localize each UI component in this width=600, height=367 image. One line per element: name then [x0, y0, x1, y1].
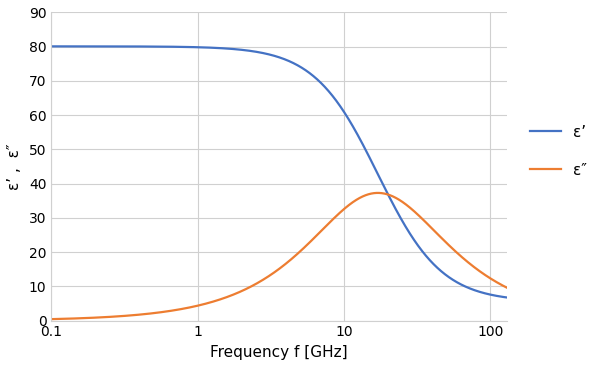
ε″ — [127, 313, 134, 317]
ε’ — [445, 275, 452, 280]
ε″ — [495, 281, 502, 285]
ε″ — [100, 315, 107, 319]
X-axis label: Frequency f [GHz]: Frequency f [GHz] — [211, 345, 348, 360]
ε’ — [223, 46, 230, 51]
ε″ — [503, 286, 511, 290]
ε″ — [242, 287, 250, 291]
Line: ε’: ε’ — [52, 46, 507, 298]
ε″ — [223, 295, 230, 299]
ε″ — [374, 191, 382, 195]
ε’ — [48, 44, 55, 48]
Legend: ε’, ε″: ε’, ε″ — [524, 119, 593, 184]
ε’ — [503, 295, 511, 300]
ε″ — [446, 243, 453, 248]
ε’ — [100, 44, 107, 48]
ε″ — [48, 317, 55, 321]
Line: ε″: ε″ — [52, 193, 507, 319]
ε’ — [494, 294, 502, 298]
ε’ — [242, 48, 250, 52]
Y-axis label: ε’ ,  ε″: ε’ , ε″ — [7, 143, 22, 190]
ε’ — [127, 44, 134, 49]
